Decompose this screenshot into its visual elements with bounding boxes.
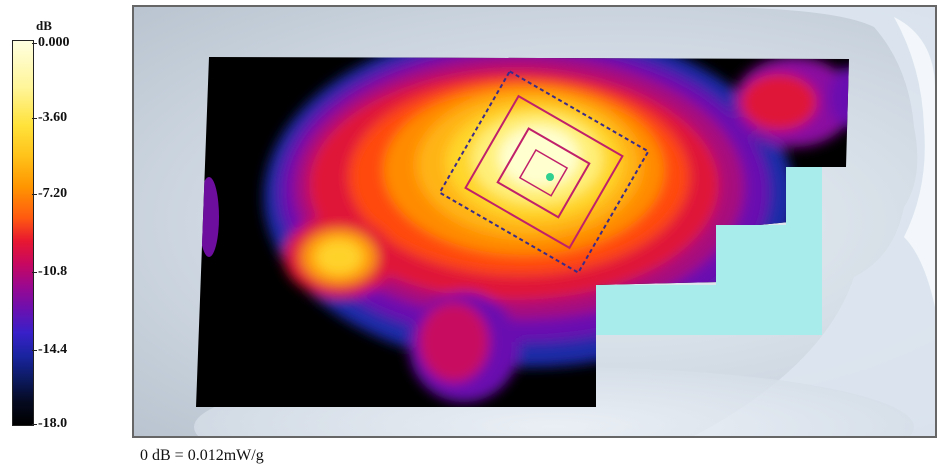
colorbar-gradient: [12, 40, 34, 426]
colorbar-tick-5: -18.0: [31, 416, 68, 431]
sar-map-panel: [132, 5, 937, 438]
colorbar-tick-0: 0.000: [32, 35, 70, 50]
colorbar-tick-2: -7.20: [31, 186, 68, 201]
colorbar: dB 0.000 -3.60 -7.20 -10.8 -14.4 -18.0: [0, 0, 130, 440]
colorbar-tick-3: -10.8: [31, 264, 68, 279]
caption-reference-level: 0 dB = 0.012mW/g: [140, 447, 264, 464]
peak-marker: [546, 173, 554, 181]
device-blocks: [596, 167, 822, 335]
colorbar-unit-label: dB: [36, 18, 52, 33]
scan-grid-overlay: [438, 70, 650, 274]
colorbar-tick-4: -14.4: [31, 342, 68, 357]
colorbar-tick-1: -3.60: [31, 110, 68, 125]
sar-map-svg: [194, 7, 935, 436]
